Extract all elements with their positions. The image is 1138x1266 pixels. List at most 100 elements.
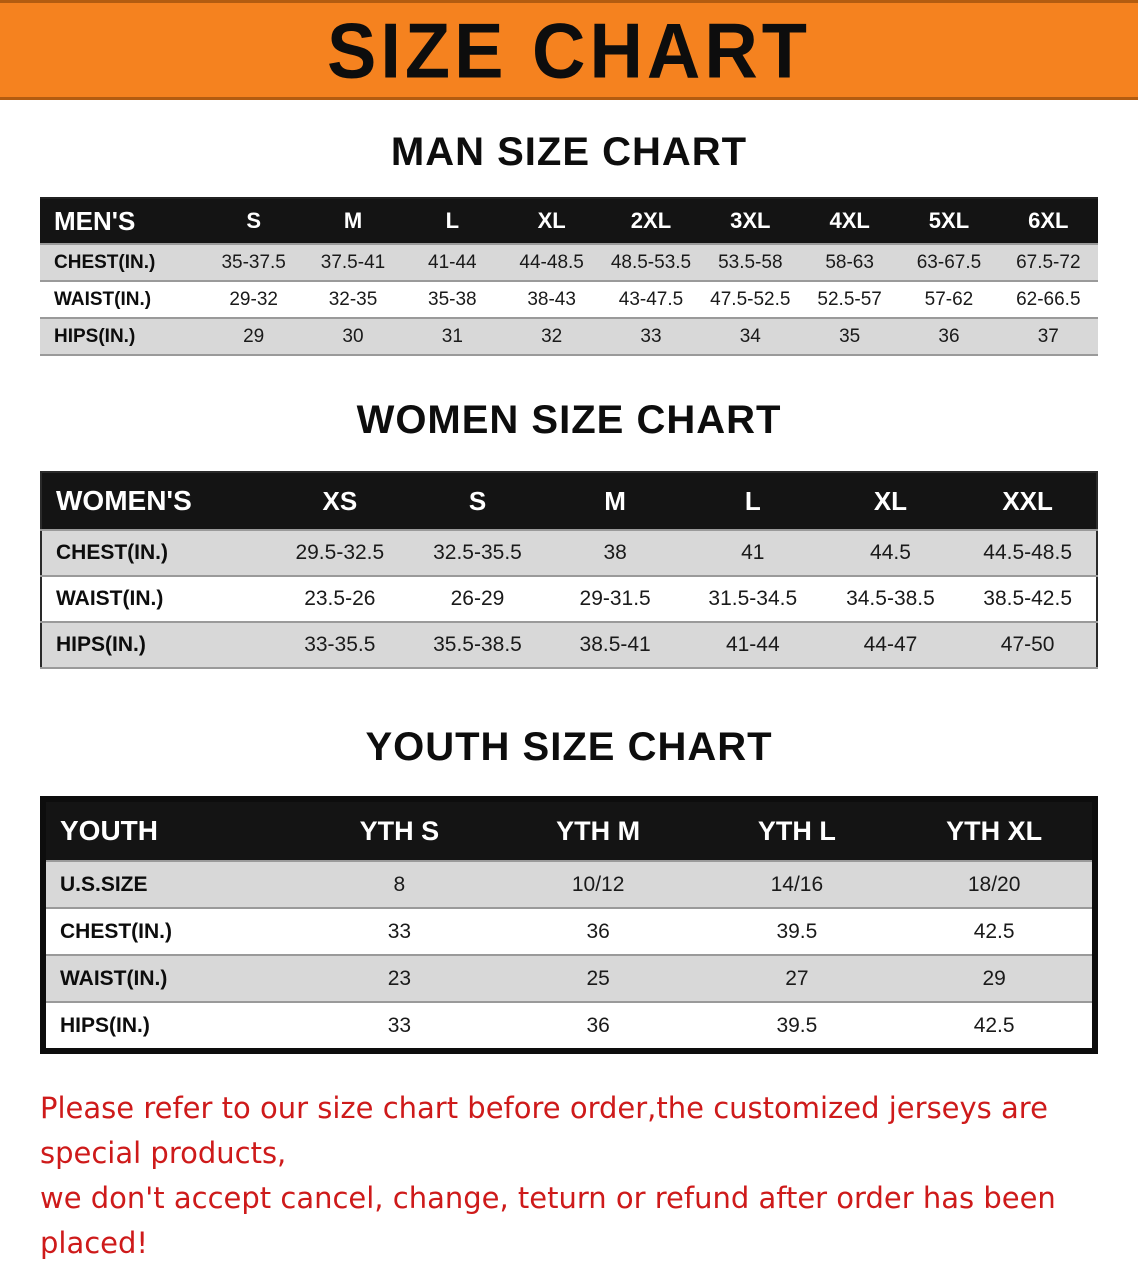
- size-header-row: YOUTH YTH S YTH M YTH L YTH XL: [43, 799, 1095, 861]
- measurement-value-cell: 41: [683, 529, 822, 577]
- measurement-label-cell: U.S.SIZE: [43, 860, 300, 909]
- size-column-header: 2XL: [601, 198, 701, 244]
- banner-title: SIZE CHART: [327, 6, 811, 94]
- measurement-row: CHEST(IN.) 29.5-32.5 32.5-35.5 38 41 44.5 44.5…: [41, 529, 1097, 577]
- measurement-value-cell: 23: [300, 954, 499, 1003]
- measurement-value-cell: 26-29: [408, 575, 547, 623]
- measurement-value-cell: 47-50: [959, 621, 1097, 669]
- size-column-header: XXL: [959, 472, 1097, 530]
- measurement-value-cell: 37.5-41: [303, 243, 403, 282]
- measurement-label-cell: HIPS(IN.): [40, 317, 204, 356]
- measurement-value-cell: 37: [998, 317, 1098, 356]
- measurement-value-cell: 10/12: [498, 860, 698, 909]
- measurement-value-cell: 38-43: [501, 280, 602, 319]
- measurement-value-cell: 31.5-34.5: [683, 575, 822, 623]
- measurement-value-cell: 25: [498, 954, 698, 1003]
- table-group-label: MEN'S: [40, 198, 204, 244]
- measurement-value-cell: 32-35: [303, 280, 403, 319]
- size-column-header: 3XL: [700, 198, 800, 244]
- measurement-value-cell: 32: [501, 317, 602, 356]
- measurement-label-cell: CHEST(IN.): [43, 907, 300, 956]
- measurement-value-cell: 67.5-72: [998, 243, 1098, 282]
- measurement-label-cell: WAIST(IN.): [43, 954, 300, 1003]
- measurement-value-cell: 33: [300, 1001, 499, 1052]
- man-section-title: MAN SIZE CHART: [390, 130, 748, 174]
- size-chart-banner: SIZE CHART: [0, 0, 1138, 100]
- disclaimer-line-1: Please refer to our size chart before or…: [40, 1091, 1048, 1170]
- measurement-label-cell: CHEST(IN.): [40, 243, 204, 282]
- measurement-value-cell: 53.5-58: [700, 243, 800, 282]
- size-header-row: WOMEN'S XS S M L XL XXL: [41, 472, 1097, 530]
- measurement-value-cell: 42.5: [896, 907, 1095, 956]
- measurement-value-cell: 33: [601, 317, 701, 356]
- measurement-value-cell: 29-32: [204, 280, 304, 319]
- measurement-row: CHEST(IN.) 35-37.5 37.5-41 41-44 44-48.5 48.5…: [40, 243, 1098, 282]
- youth-section: YOUTH SIZE CHART YOUTH YTH S YTH M YTH L YTH…: [0, 725, 1138, 1054]
- measurement-value-cell: 31: [402, 317, 502, 356]
- measurement-label-cell: HIPS(IN.): [43, 1001, 300, 1052]
- size-column-header: L: [683, 472, 822, 530]
- size-column-header: XS: [271, 472, 409, 530]
- measurement-row: WAIST(IN.) 29-32 32-35 35-38 38-43 43-47.5 47.…: [40, 280, 1098, 319]
- measurement-value-cell: 42.5: [896, 1001, 1095, 1052]
- measurement-value-cell: 29: [204, 317, 304, 356]
- measurement-value-cell: 33-35.5: [271, 621, 409, 669]
- measurement-value-cell: 35-37.5: [204, 243, 304, 282]
- table-group-label: WOMEN'S: [41, 472, 271, 530]
- measurement-value-cell: 48.5-53.5: [601, 243, 701, 282]
- women-section-title: WOMEN SIZE CHART: [356, 398, 782, 442]
- youth-section-title: YOUTH SIZE CHART: [365, 725, 773, 769]
- measurement-value-cell: 29: [896, 954, 1095, 1003]
- measurement-value-cell: 58-63: [799, 243, 900, 282]
- measurement-value-cell: 32.5-35.5: [408, 529, 547, 577]
- measurement-label-cell: CHEST(IN.): [41, 529, 271, 577]
- measurement-value-cell: 23.5-26: [271, 575, 409, 623]
- measurement-value-cell: 34: [700, 317, 800, 356]
- measurement-value-cell: 14/16: [697, 860, 897, 909]
- measurement-row: WAIST(IN.) 23.5-26 26-29 29-31.5 31.5-34.5 34…: [41, 575, 1097, 623]
- size-column-header: S: [408, 472, 547, 530]
- measurement-row: HIPS(IN.) 33-35.5 35.5-38.5 38.5-41 41-44 44-…: [41, 621, 1097, 669]
- disclaimer-text: Please refer to our size chart before or…: [40, 1086, 1100, 1266]
- measurement-row: CHEST(IN.) 33 36 39.5 42.5: [43, 907, 1095, 956]
- size-column-header: 4XL: [799, 198, 900, 244]
- table-group-label: YOUTH: [43, 799, 300, 861]
- size-column-header: YTH XL: [896, 799, 1095, 861]
- size-column-header: 6XL: [998, 198, 1098, 244]
- measurement-row: HIPS(IN.) 29 30 31 32 33 34 35 36 37: [40, 317, 1098, 356]
- measurement-value-cell: 62-66.5: [998, 280, 1098, 319]
- size-column-header: YTH M: [498, 799, 698, 861]
- measurement-value-cell: 52.5-57: [799, 280, 900, 319]
- measurement-row: U.S.SIZE 8 10/12 14/16 18/20: [43, 860, 1095, 909]
- measurement-value-cell: 34.5-38.5: [821, 575, 960, 623]
- measurement-value-cell: 57-62: [899, 280, 999, 319]
- women-size-table: WOMEN'S XS S M L XL XXL CHEST(IN.) 29.5-32.5 32.5…: [40, 471, 1098, 669]
- size-column-header: YTH S: [300, 799, 499, 861]
- size-column-header: YTH L: [697, 799, 897, 861]
- measurement-row: HIPS(IN.) 33 36 39.5 42.5: [43, 1001, 1095, 1052]
- disclaimer-line-2: we don't accept cancel, change, teturn o…: [40, 1180, 1056, 1260]
- measurement-value-cell: 38.5-41: [546, 621, 684, 669]
- measurement-value-cell: 8: [300, 860, 499, 909]
- measurement-label-cell: WAIST(IN.): [40, 280, 204, 319]
- measurement-value-cell: 44-47: [821, 621, 960, 669]
- measurement-value-cell: 38: [546, 529, 684, 577]
- measurement-value-cell: 44-48.5: [501, 243, 602, 282]
- size-column-header: M: [546, 472, 684, 530]
- measurement-value-cell: 35: [799, 317, 900, 356]
- women-section: WOMEN SIZE CHART WOMEN'S XS S M L XL XXL CHEST(…: [0, 398, 1138, 669]
- men-section: MAN SIZE CHART MEN'S S M L XL 2XL 3XL 4XL 5XL 6XL…: [0, 130, 1138, 356]
- size-column-header: M: [303, 198, 403, 244]
- measurement-value-cell: 18/20: [896, 860, 1095, 909]
- size-column-header: XL: [501, 198, 602, 244]
- measurement-value-cell: 35-38: [402, 280, 502, 319]
- size-header-row: MEN'S S M L XL 2XL 3XL 4XL 5XL 6XL: [40, 198, 1098, 244]
- measurement-row: WAIST(IN.) 23 25 27 29: [43, 954, 1095, 1003]
- measurement-label-cell: WAIST(IN.): [41, 575, 271, 623]
- measurement-value-cell: 29-31.5: [546, 575, 684, 623]
- measurement-value-cell: 33: [300, 907, 499, 956]
- measurement-value-cell: 39.5: [697, 907, 897, 956]
- measurement-value-cell: 30: [303, 317, 403, 356]
- measurement-value-cell: 35.5-38.5: [408, 621, 547, 669]
